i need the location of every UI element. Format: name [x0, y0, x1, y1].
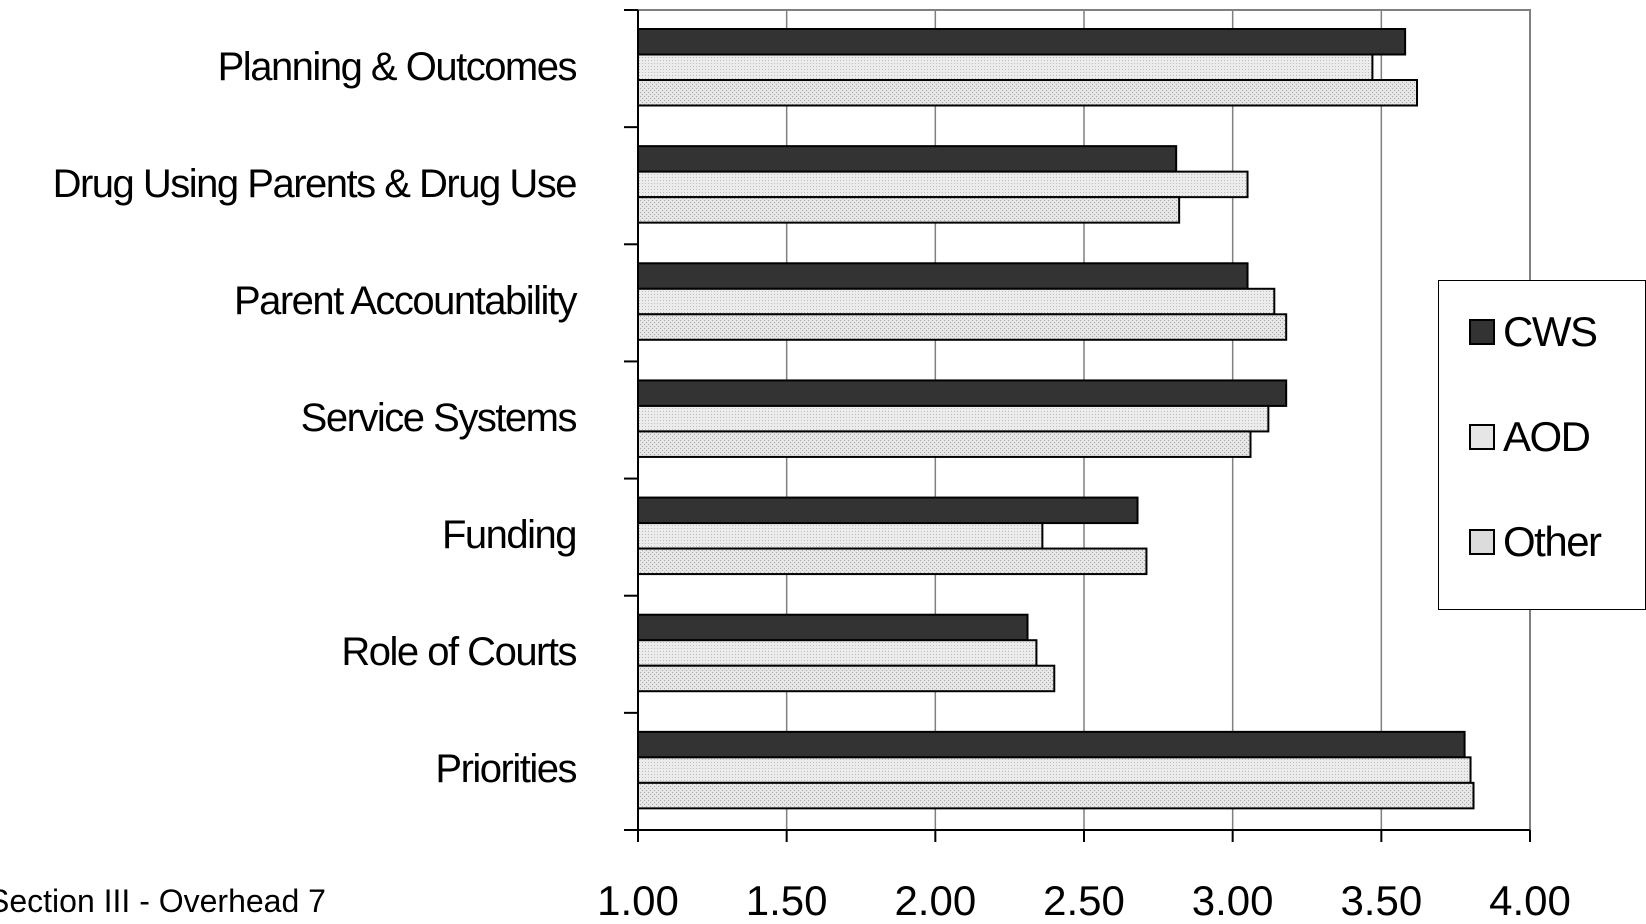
- x-tick-label: 1.00: [597, 877, 679, 924]
- bar-cws-drug-using-parents-and-drug-use: [637, 145, 1178, 173]
- category-label-funding: Funding: [441, 513, 578, 558]
- bar-aod-parent-accountability: [637, 287, 1276, 316]
- legend-label-cws: CWS: [1503, 308, 1598, 355]
- bar-aod-role-of-courts: [637, 639, 1038, 667]
- x-tick-label: 4.00: [1489, 877, 1571, 924]
- category-label-drug-using-parents-and-drug-use: Drug Using Parents & Drug Use: [52, 161, 578, 206]
- footer-text: Section III - Overhead 7: [0, 883, 326, 919]
- bar-other-planning-and-outcomes: [637, 79, 1419, 107]
- bar-other-funding: [637, 547, 1148, 576]
- bars: [637, 28, 1475, 810]
- x-tick-label: 3.50: [1340, 877, 1423, 924]
- bar-cws-parent-accountability: [637, 262, 1249, 290]
- legend-swatch-aod: [1469, 424, 1495, 450]
- legend: CWS AOD Other: [1438, 280, 1646, 610]
- category-label-planning-and-outcomes: Planning & Outcomes: [217, 44, 578, 89]
- bar-other-drug-using-parents-and-drug-use: [637, 196, 1181, 224]
- x-tick-label: 3.00: [1191, 877, 1274, 924]
- x-tick-label: 2.00: [894, 877, 977, 924]
- bar-other-role-of-courts: [637, 664, 1056, 693]
- category-label-service-systems: Service Systems: [300, 396, 578, 440]
- bar-cws-priorities: [637, 730, 1466, 759]
- category-label-parent-accountability: Parent Accountability: [233, 278, 578, 323]
- bar-cws-funding: [637, 496, 1139, 525]
- legend-label-other: Other: [1503, 518, 1602, 565]
- x-tick-label: 1.50: [745, 877, 828, 924]
- bar-aod-planning-and-outcomes: [637, 53, 1374, 81]
- x-tick-label: 2.50: [1043, 877, 1125, 924]
- axes: [624, 9, 1531, 842]
- bar-aod-drug-using-parents-and-drug-use: [637, 170, 1249, 199]
- bar-other-service-systems: [637, 430, 1252, 458]
- bar-cws-role-of-courts: [637, 613, 1029, 642]
- bar-aod-priorities: [637, 756, 1472, 784]
- bar-aod-service-systems: [637, 404, 1270, 433]
- bar-aod-funding: [637, 522, 1044, 550]
- legend-item-aod: AOD: [1469, 413, 1591, 460]
- category-label-priorities: Priorities: [435, 747, 577, 792]
- legend-swatch-other: [1469, 529, 1495, 555]
- bar-other-priorities: [637, 781, 1475, 810]
- legend-item-cws: CWS: [1469, 308, 1598, 355]
- legend-swatch-cws: [1469, 319, 1495, 345]
- legend-label-aod: AOD: [1503, 413, 1591, 460]
- bar-cws-service-systems: [637, 379, 1288, 407]
- category-label-role-of-courts: Role of Courts: [341, 630, 577, 675]
- bar-cws-planning-and-outcomes: [637, 28, 1407, 56]
- legend-item-other: Other: [1469, 518, 1602, 565]
- bar-other-parent-accountability: [637, 313, 1288, 341]
